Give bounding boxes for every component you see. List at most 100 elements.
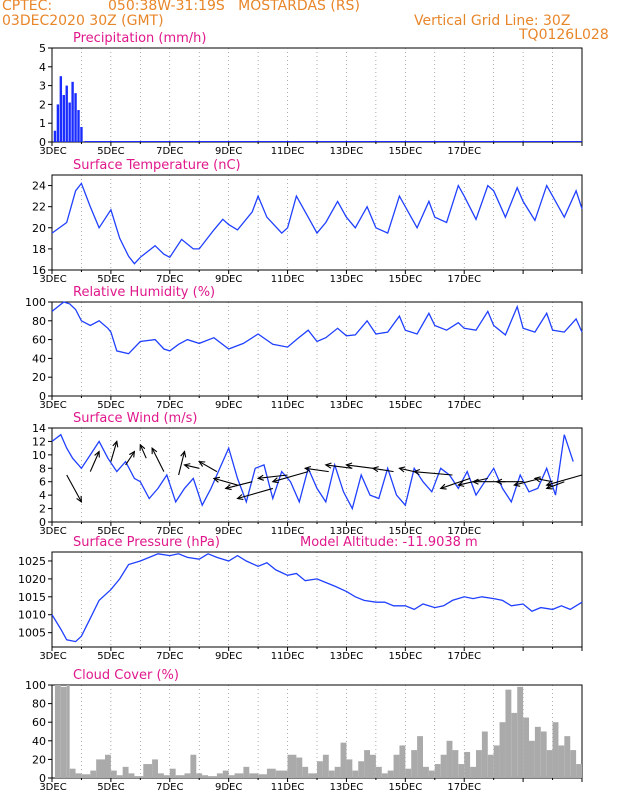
wind-arrow-head bbox=[183, 463, 191, 470]
precipitation-xtick-label: 17DEC bbox=[447, 146, 481, 157]
wind-series-line bbox=[51, 433, 574, 511]
cloud-bar bbox=[464, 751, 471, 778]
cloud-bar bbox=[387, 770, 394, 778]
cloud-cover-xtick-label: 7DEC bbox=[156, 782, 183, 793]
wind-arrow-head bbox=[112, 440, 119, 448]
precipitation-ytick-label: 1 bbox=[39, 117, 46, 130]
wind-xtick-label: 17DEC bbox=[447, 526, 481, 537]
cloud-cover-xtick-label: 5DEC bbox=[97, 782, 124, 793]
pressure-ytick-label: 1025 bbox=[18, 555, 46, 568]
wind-ytick-label: 6 bbox=[39, 476, 46, 489]
cloud-bar bbox=[287, 754, 297, 778]
pressure-xtick-label: 7DEC bbox=[156, 651, 183, 662]
cloud-bar bbox=[243, 766, 250, 778]
cloud-bar bbox=[564, 736, 571, 778]
cloud-bar bbox=[202, 775, 209, 778]
cloud-bar bbox=[105, 754, 111, 778]
pressure-xtick-label: 11DEC bbox=[271, 651, 305, 662]
cloud-bar bbox=[552, 722, 559, 778]
wind-arrow-shaft bbox=[272, 471, 309, 483]
pressure-xtick-label: 3DEC bbox=[39, 651, 66, 662]
wind-arrow-shaft bbox=[534, 477, 553, 483]
wind-ytick-label: 12 bbox=[32, 435, 46, 448]
precip-bar bbox=[74, 93, 77, 142]
precip-bar bbox=[80, 126, 83, 142]
cloud-bar bbox=[393, 754, 400, 778]
wind-arrow-head bbox=[236, 494, 244, 501]
cloud-bar bbox=[196, 773, 203, 778]
cloud-bar bbox=[222, 770, 229, 778]
temperature-xtick-label: 7DEC bbox=[156, 274, 183, 285]
cloud-bar bbox=[487, 754, 494, 778]
wind-arrow-head bbox=[533, 476, 541, 483]
cloud-bar bbox=[258, 774, 267, 778]
precip-bar bbox=[56, 104, 60, 142]
precipitation-ytick-label: 4 bbox=[39, 61, 46, 74]
wind-arrow-head bbox=[439, 483, 447, 490]
cloud-bar bbox=[275, 770, 288, 778]
humidity-frame bbox=[51, 301, 583, 397]
wind-ytick-label: 4 bbox=[39, 489, 46, 502]
cloud-bar bbox=[334, 766, 341, 778]
temperature-xtick-label: 5DEC bbox=[97, 274, 124, 285]
wind-arrow-head bbox=[398, 466, 406, 473]
wind-arrow-shaft bbox=[125, 451, 135, 466]
pressure-ytick-label: 1005 bbox=[18, 627, 46, 640]
cloud-bar bbox=[175, 775, 185, 778]
temperature-xtick-label: 13DEC bbox=[330, 274, 364, 285]
wind-ytick-label: 8 bbox=[39, 462, 46, 475]
cloud-bar bbox=[90, 770, 97, 778]
precipitation-xtick-label: 13DEC bbox=[330, 146, 364, 157]
cloud-bar bbox=[163, 775, 170, 778]
wind-xtick-label: 3DEC bbox=[39, 526, 66, 537]
wind-xtick-label: 13DEC bbox=[330, 526, 364, 537]
cloud-cover-ytick-label: 0 bbox=[39, 772, 46, 785]
precip-bar bbox=[59, 76, 63, 142]
pressure-ytick-label: 1010 bbox=[18, 609, 46, 622]
wind-arrow-head bbox=[224, 484, 232, 491]
wind-arrow-head bbox=[180, 450, 187, 458]
cloud-bar bbox=[352, 770, 359, 778]
cloud-bar bbox=[411, 750, 418, 778]
cloud-cover-ytick-label: 80 bbox=[32, 698, 46, 711]
cloud-bar bbox=[158, 773, 164, 778]
wind-arrow-shaft bbox=[372, 467, 394, 473]
cloud-bar bbox=[66, 685, 70, 778]
humidity-ytick-label: 60 bbox=[32, 334, 46, 347]
cloud-bar bbox=[208, 776, 217, 778]
header-location: 050:38W-31:19S MOSTARDAS (RS) bbox=[108, 0, 360, 14]
cloud-bar bbox=[505, 689, 512, 778]
wind-arrow-shaft bbox=[258, 474, 288, 479]
wind-arrow-head bbox=[345, 462, 353, 469]
cloud-bar bbox=[534, 726, 541, 778]
humidity-xtick-label: 17DEC bbox=[447, 400, 481, 411]
cloud-bar bbox=[434, 764, 441, 778]
cloud-bar bbox=[234, 773, 244, 778]
cloud-bar bbox=[54, 685, 61, 778]
humidity-xtick-label: 5DEC bbox=[97, 400, 124, 411]
precipitation-xtick-label: 9DEC bbox=[215, 146, 242, 157]
pressure-annotation: Model Altitude: -11.9038 m bbox=[300, 535, 478, 550]
cloud-bar bbox=[405, 768, 412, 778]
cloud-bar bbox=[470, 766, 476, 778]
precipitation-xtick-label: 5DEC bbox=[97, 146, 124, 157]
cloud-cover-ytick-label: 40 bbox=[32, 735, 46, 748]
cloud-bar bbox=[128, 773, 135, 778]
wind-arrow-shaft bbox=[66, 474, 82, 503]
cloud-bar bbox=[317, 761, 323, 778]
cloud-bar bbox=[266, 768, 276, 778]
wind-arrow-shaft bbox=[546, 474, 583, 486]
cloud-bar bbox=[190, 754, 197, 778]
wind-xtick-label: 11DEC bbox=[271, 526, 305, 537]
wind-arrow-shaft bbox=[225, 481, 253, 489]
wind-arrow-head bbox=[324, 462, 332, 469]
temperature-ytick-label: 16 bbox=[32, 264, 46, 277]
wind-arrow-shaft bbox=[305, 467, 329, 473]
humidity-ytick-label: 100 bbox=[25, 296, 46, 309]
wind-xtick-label: 15DEC bbox=[388, 526, 422, 537]
humidity-ytick-label: 20 bbox=[32, 371, 46, 384]
wind-arrow-head bbox=[371, 466, 379, 473]
cloud-cover-title: Cloud Cover (%) bbox=[73, 668, 179, 683]
cloud-bar bbox=[302, 766, 309, 778]
precip-bar bbox=[65, 85, 68, 142]
